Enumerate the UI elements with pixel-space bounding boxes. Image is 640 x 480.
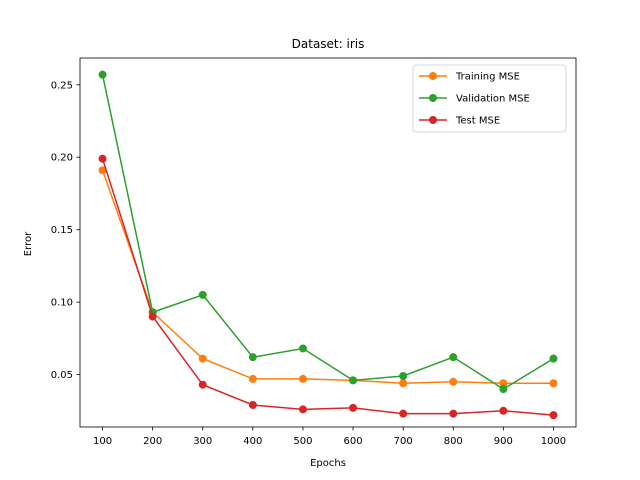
series-2-point-7 — [449, 409, 458, 418]
series-1-point-9 — [549, 354, 558, 363]
x-axis-label: Epochs — [310, 458, 346, 469]
series-2-point-5 — [349, 403, 358, 412]
series-1-point-8 — [499, 385, 508, 394]
y-tick-label-4: 0.25 — [51, 80, 73, 91]
series-1-point-5 — [349, 376, 358, 385]
chart-title: Dataset: iris — [292, 37, 365, 51]
series-1-point-3 — [248, 353, 257, 362]
series-1-point-0 — [98, 70, 107, 79]
legend-label-1: Validation MSE — [456, 94, 530, 105]
series-2-point-1 — [148, 312, 157, 321]
series-1-point-2 — [198, 290, 207, 299]
x-tick-label-3: 400 — [243, 436, 262, 447]
series-0-point-0 — [98, 166, 107, 175]
legend: Training MSE Validation MSE Test MSE — [412, 64, 567, 133]
y-tick-label-3: 0.20 — [51, 153, 73, 164]
series-line-0 — [101, 170, 554, 385]
series-1-point-4 — [298, 344, 307, 353]
series-2-point-4 — [298, 405, 307, 414]
x-tick-label-0: 100 — [93, 436, 112, 447]
y-axis-label: Error — [23, 231, 34, 256]
legend-marker-2 — [429, 116, 437, 124]
series-line-1 — [101, 74, 554, 390]
series-0-point-9 — [549, 379, 558, 388]
x-tick-label-9: 1000 — [541, 436, 566, 447]
plot-area — [98, 70, 558, 420]
x-tick-label-5: 600 — [344, 436, 363, 447]
x-tick-label-7: 800 — [444, 436, 463, 447]
series-0-point-3 — [248, 374, 257, 383]
x-tick-label-2: 300 — [193, 436, 212, 447]
x-tick-label-6: 700 — [394, 436, 413, 447]
series-2-point-3 — [248, 400, 257, 409]
series-1-point-6 — [399, 372, 408, 380]
series-2-point-2 — [198, 380, 207, 389]
axes: 100 200 300 400 500 600 700 800 900 1000 0.05 0.10 0… — [51, 57, 577, 447]
x-tick-label-8: 900 — [494, 436, 513, 447]
legend-label-0: Training MSE — [455, 72, 520, 83]
series-2-point-0 — [98, 154, 107, 163]
series-2-point-8 — [499, 406, 508, 415]
legend-box — [412, 64, 567, 133]
series-1-point-7 — [449, 353, 458, 362]
series-0-point-2 — [198, 354, 207, 363]
y-tick-label-2: 0.15 — [51, 225, 73, 236]
series-2-point-9 — [549, 411, 558, 420]
series-2-point-6 — [399, 409, 408, 418]
x-tick-label-1: 200 — [143, 436, 162, 447]
series-line-2 — [101, 158, 554, 416]
y-tick-label-0: 0.05 — [51, 370, 73, 381]
axes-frame — [79, 57, 577, 428]
y-tick-label-1: 0.10 — [51, 298, 73, 309]
series-0-point-7 — [449, 377, 458, 386]
legend-marker-1 — [429, 94, 437, 102]
series-0-point-8 — [499, 379, 508, 388]
legend-label-2: Test MSE — [455, 116, 500, 127]
series-0-point-6 — [399, 379, 408, 388]
x-tick-label-4: 500 — [293, 436, 312, 447]
legend-marker-0 — [429, 72, 437, 80]
series-0-point-4 — [298, 374, 307, 383]
